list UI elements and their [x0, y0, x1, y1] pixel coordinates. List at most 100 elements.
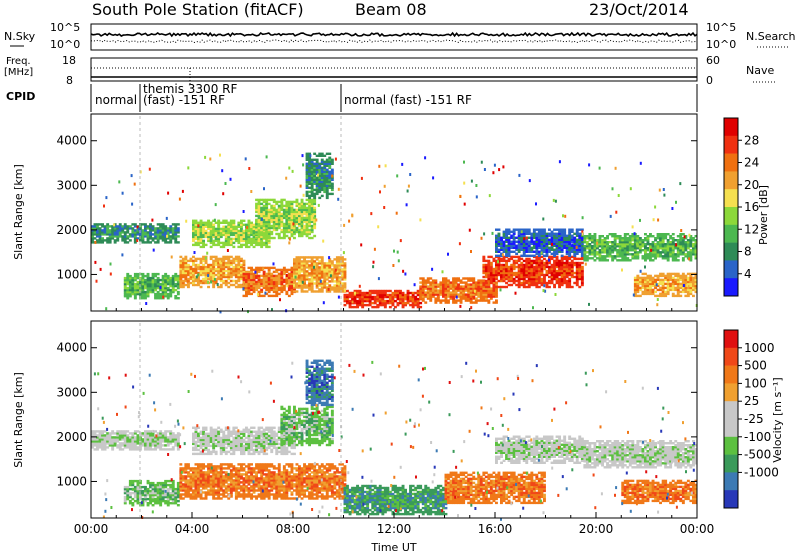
power-cell	[184, 267, 188, 271]
power-cell	[335, 264, 339, 267]
power-cell	[197, 265, 200, 269]
power-cell	[426, 287, 430, 290]
power-cell	[656, 274, 660, 278]
power-cell	[280, 200, 284, 204]
power-cell	[209, 237, 213, 241]
power-cell	[169, 290, 173, 294]
velocity-cell	[133, 438, 137, 441]
power-cell	[454, 289, 458, 292]
power-cell	[197, 283, 200, 287]
power-speckle	[554, 293, 557, 296]
power-cell	[689, 272, 693, 276]
power-cell	[527, 263, 531, 267]
power-cell	[308, 172, 311, 175]
power-cell	[184, 255, 188, 259]
power-cell	[543, 234, 546, 237]
power-cell	[101, 239, 104, 242]
power-cell	[469, 301, 473, 304]
power-cell	[585, 245, 589, 248]
power-cell	[131, 278, 135, 282]
power-cell	[520, 281, 524, 285]
power-cell	[555, 269, 559, 273]
power-cell	[421, 299, 425, 302]
power-cell	[520, 248, 524, 251]
power-cell	[515, 248, 519, 251]
power-colorbar-swatch	[724, 242, 738, 261]
power-cell	[381, 291, 385, 295]
power-cell	[300, 226, 304, 230]
power-cell	[108, 229, 112, 232]
power-cell	[101, 241, 104, 244]
power-cell	[133, 278, 137, 282]
power-cell	[197, 257, 200, 261]
power-cell	[338, 278, 342, 281]
power-cell	[436, 297, 440, 300]
power-cell	[323, 188, 327, 192]
power-cell	[250, 274, 253, 278]
power-cell	[578, 238, 582, 241]
power-cell	[424, 291, 428, 294]
power-cell	[469, 291, 473, 294]
power-cell	[237, 229, 241, 233]
power-cell	[646, 278, 650, 282]
velocity-cell	[116, 446, 120, 449]
power-cell	[240, 223, 243, 226]
power-cell	[409, 295, 412, 299]
power-cell	[361, 305, 365, 309]
power-cell	[144, 229, 147, 232]
power-cell	[328, 156, 332, 159]
power-cell	[636, 278, 640, 282]
power-cell	[411, 301, 415, 305]
power-speckle	[105, 196, 108, 200]
power-cell	[277, 220, 281, 224]
power-speckle	[475, 184, 478, 187]
power-cell	[171, 227, 175, 230]
power-cell	[222, 267, 226, 271]
power-cell	[313, 208, 317, 212]
power-cell	[628, 247, 632, 250]
power-cell	[664, 282, 668, 286]
power-cell	[270, 284, 274, 288]
velocity-cell	[91, 434, 94, 437]
power-cell	[666, 282, 670, 286]
power-cell	[267, 245, 271, 249]
power-speckle	[528, 179, 531, 183]
power-cell	[358, 291, 362, 295]
power-cell	[434, 285, 438, 288]
power-cell	[537, 267, 541, 271]
power-cell	[545, 234, 549, 237]
power-cell	[500, 275, 503, 279]
velocity-cell	[131, 438, 135, 441]
power-cell	[217, 275, 221, 279]
power-speckle	[598, 166, 601, 170]
power-cell	[298, 218, 301, 222]
power-cell	[462, 297, 466, 300]
power-cell	[325, 262, 329, 265]
power-cell	[537, 273, 541, 277]
power-colorbar-tick-label: 8	[744, 245, 752, 259]
power-cell	[611, 249, 615, 252]
power-cell	[641, 249, 645, 252]
power-cell	[341, 272, 344, 275]
power-cell	[689, 253, 693, 256]
power-cell	[613, 237, 617, 240]
power-cell	[684, 235, 688, 238]
power-cell	[176, 290, 180, 294]
power-cell	[641, 284, 645, 288]
power-cell	[224, 279, 228, 283]
power-cell	[348, 293, 352, 297]
power-cell	[277, 278, 281, 282]
power-cell	[123, 225, 127, 228]
power-cell	[399, 289, 402, 293]
power-cell	[136, 292, 140, 296]
power-cell	[154, 286, 157, 290]
power-cell	[555, 232, 559, 235]
power-cell	[512, 228, 516, 231]
power-cell	[525, 232, 529, 235]
power-cell	[543, 277, 546, 281]
power-cell	[265, 236, 269, 240]
power-cell	[320, 160, 324, 163]
power-cell	[472, 277, 476, 280]
power-cell	[240, 221, 243, 224]
power-cell	[502, 248, 506, 251]
